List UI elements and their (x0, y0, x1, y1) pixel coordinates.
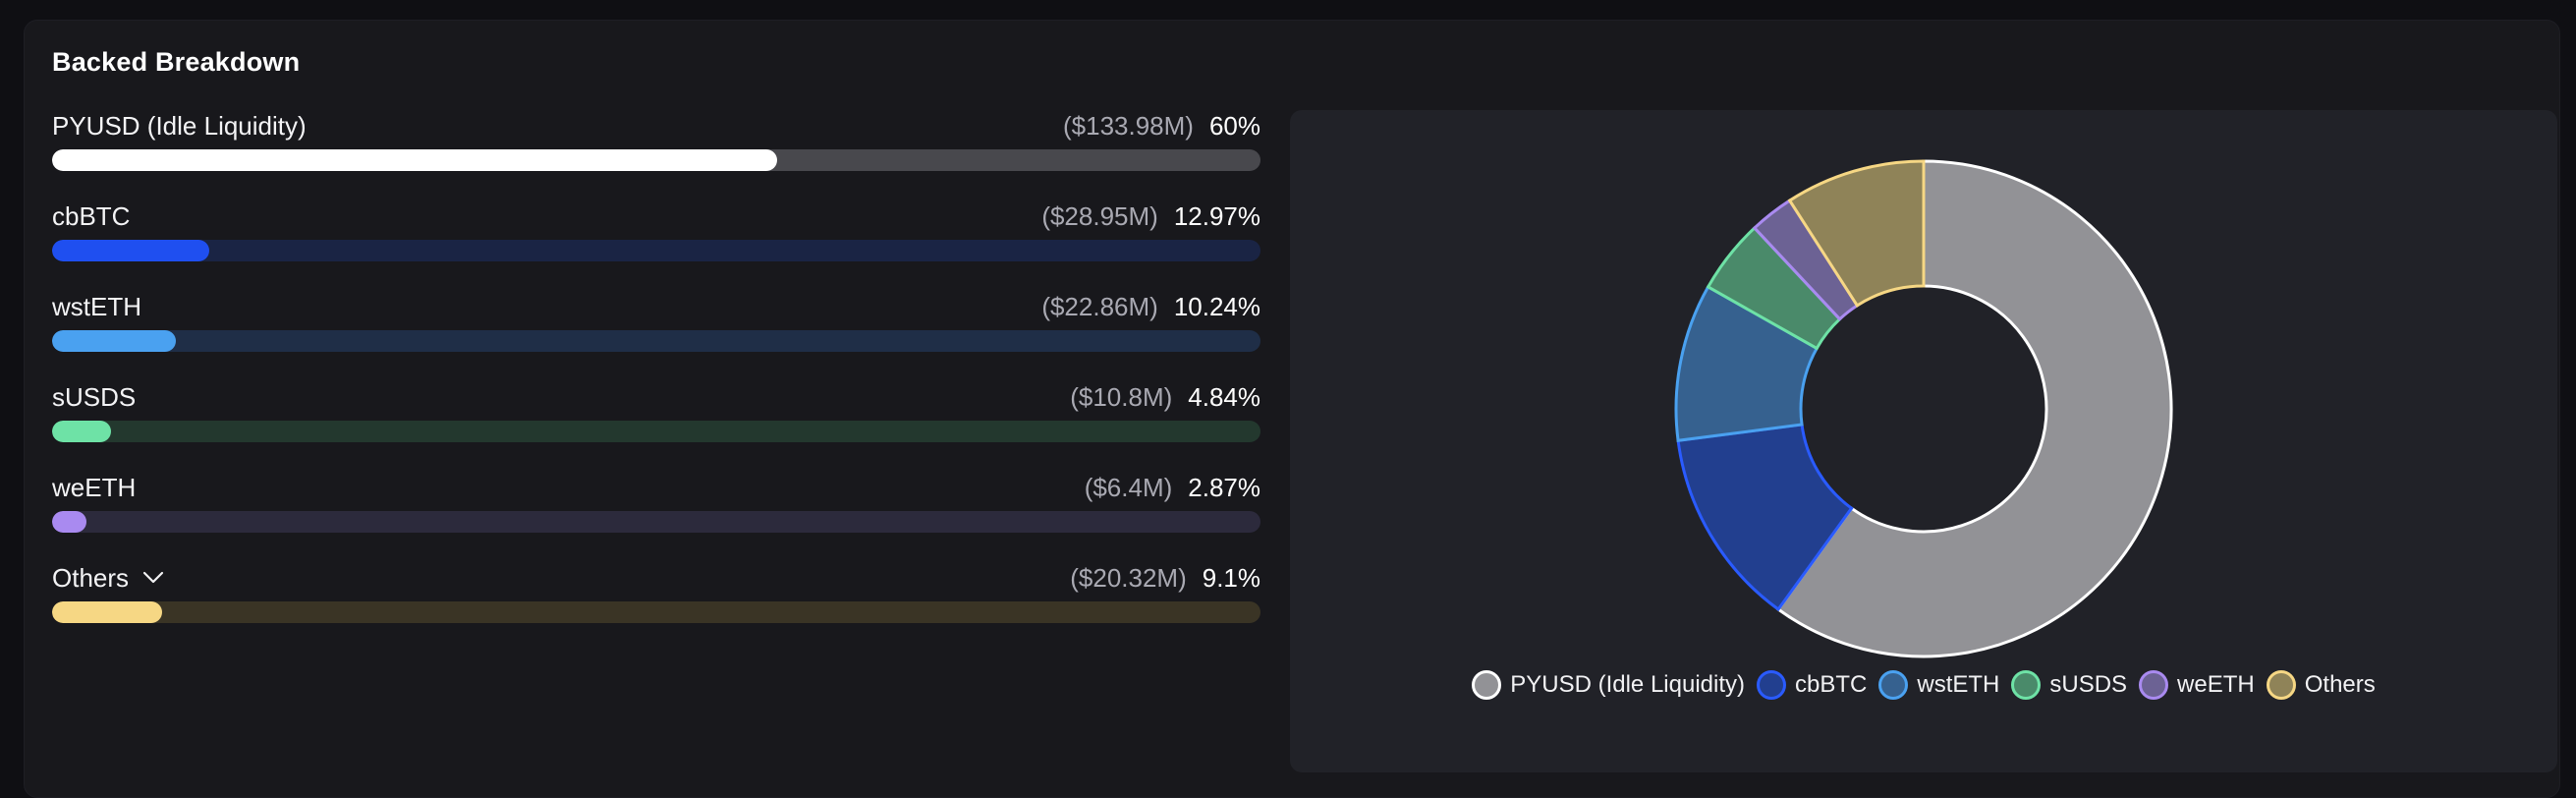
breakdown-row-values: ($22.86M) 10.24% (1041, 292, 1260, 322)
breakdown-percent: 2.87% (1188, 472, 1260, 502)
breakdown-row-label: PYUSD (Idle Liquidity) (52, 111, 307, 142)
progress-track (52, 511, 1260, 533)
breakdown-row-header: Others ($20.32M) 9.1% (52, 558, 1260, 598)
legend-label: cbBTC (1795, 671, 1868, 698)
breakdown-row: PYUSD (Idle Liquidity) ($133.98M) 60% (52, 106, 1260, 197)
breakdown-row-label: weETH (52, 473, 136, 503)
breakdown-label-text: cbBTC (52, 200, 131, 231)
breakdown-percent: 10.24% (1173, 291, 1260, 321)
breakdown-amount: ($133.98M) (1062, 110, 1194, 141)
breakdown-row-label: cbBTC (52, 201, 130, 232)
chart-legend: PYUSD (Idle Liquidity) cbBTC wstETH sUSDS we… (1290, 670, 2557, 700)
donut-slice[interactable] (1775, 159, 2173, 658)
breakdown-row-values: ($10.8M) 4.84% (1070, 382, 1260, 413)
progress-fill (52, 149, 777, 171)
legend-item[interactable]: PYUSD (Idle Liquidity) (1472, 670, 1745, 700)
progress-fill (52, 330, 176, 352)
breakdown-label-text: sUSDS (52, 381, 137, 412)
breakdown-row-header: cbBTC ($28.95M) 12.97% (52, 197, 1260, 236)
donut-chart-panel: PYUSD (Idle Liquidity) cbBTC wstETH sUSDS we… (1290, 110, 2557, 772)
breakdown-percent: 12.97% (1173, 200, 1260, 231)
progress-track (52, 601, 1260, 623)
breakdown-label-text: weETH (52, 472, 137, 502)
donut-chart (1674, 159, 2173, 658)
progress-track (52, 240, 1260, 261)
legend-swatch-icon (1757, 670, 1786, 700)
donut-slice[interactable] (1787, 159, 1926, 308)
progress-fill (52, 240, 209, 261)
legend-item[interactable]: cbBTC (1757, 670, 1867, 700)
legend-item[interactable]: wstETH (1878, 670, 1999, 700)
progress-track (52, 149, 1260, 171)
donut-slice[interactable] (1676, 423, 1854, 612)
breakdown-row-label[interactable]: Others (52, 563, 164, 594)
breakdown-row-values: ($28.95M) 12.97% (1041, 201, 1260, 232)
breakdown-amount: ($20.32M) (1070, 562, 1187, 593)
breakdown-label-text: PYUSD (Idle Liquidity) (52, 110, 307, 141)
legend-label: PYUSD (Idle Liquidity) (1510, 671, 1745, 698)
breakdown-row-header: wstETH ($22.86M) 10.24% (52, 287, 1260, 326)
legend-label: sUSDS (2049, 671, 2128, 698)
progress-fill (52, 421, 111, 442)
breakdown-row-values: ($133.98M) 60% (1063, 111, 1260, 142)
breakdown-row-header: PYUSD (Idle Liquidity) ($133.98M) 60% (52, 106, 1260, 145)
legend-label: Others (2304, 671, 2376, 698)
breakdown-row-header: weETH ($6.4M) 2.87% (52, 468, 1260, 507)
legend-item[interactable]: Others (2266, 670, 2376, 700)
legend-swatch-icon (1878, 670, 1909, 700)
breakdown-row: cbBTC ($28.95M) 12.97% (52, 197, 1260, 287)
legend-label: weETH (2177, 671, 2255, 698)
legend-swatch-icon (1472, 670, 1502, 700)
section-title: Backed Breakdown (52, 47, 301, 77)
progress-track (52, 330, 1260, 352)
breakdown-label-text: Others (52, 562, 130, 593)
breakdown-percent: 60% (1208, 110, 1260, 141)
progress-track (52, 421, 1260, 442)
breakdown-percent: 4.84% (1188, 381, 1260, 412)
breakdown-percent: 9.1% (1202, 562, 1260, 593)
breakdown-row: wstETH ($22.86M) 10.24% (52, 287, 1260, 377)
breakdown-row: sUSDS ($10.8M) 4.84% (52, 377, 1260, 468)
legend-item[interactable]: sUSDS (2011, 670, 2127, 700)
breakdown-row-values: ($20.32M) 9.1% (1070, 563, 1260, 594)
progress-fill (52, 601, 162, 623)
legend-swatch-icon (2139, 670, 2169, 700)
breakdown-amount: ($6.4M) (1084, 472, 1173, 502)
breakdown-row: weETH ($6.4M) 2.87% (52, 468, 1260, 558)
breakdown-row-label: sUSDS (52, 382, 136, 413)
legend-item[interactable]: weETH (2139, 670, 2255, 700)
breakdown-amount: ($10.8M) (1070, 381, 1173, 412)
breakdown-row-values: ($6.4M) 2.87% (1085, 473, 1260, 503)
breakdown-label-text: wstETH (52, 291, 141, 321)
legend-swatch-icon (2011, 670, 2042, 700)
progress-fill (52, 511, 87, 533)
legend-label: wstETH (1917, 671, 2000, 698)
breakdown-row-label: wstETH (52, 292, 141, 322)
chevron-down-icon[interactable] (142, 571, 164, 585)
breakdown-row[interactable]: Others ($20.32M) 9.1% (52, 558, 1260, 649)
breakdown-list: PYUSD (Idle Liquidity) ($133.98M) 60% cbBTC… (52, 106, 1260, 649)
breakdown-amount: ($28.95M) (1041, 200, 1158, 231)
legend-swatch-icon (2266, 670, 2296, 700)
breakdown-amount: ($22.86M) (1041, 291, 1158, 321)
breakdown-row-header: sUSDS ($10.8M) 4.84% (52, 377, 1260, 417)
